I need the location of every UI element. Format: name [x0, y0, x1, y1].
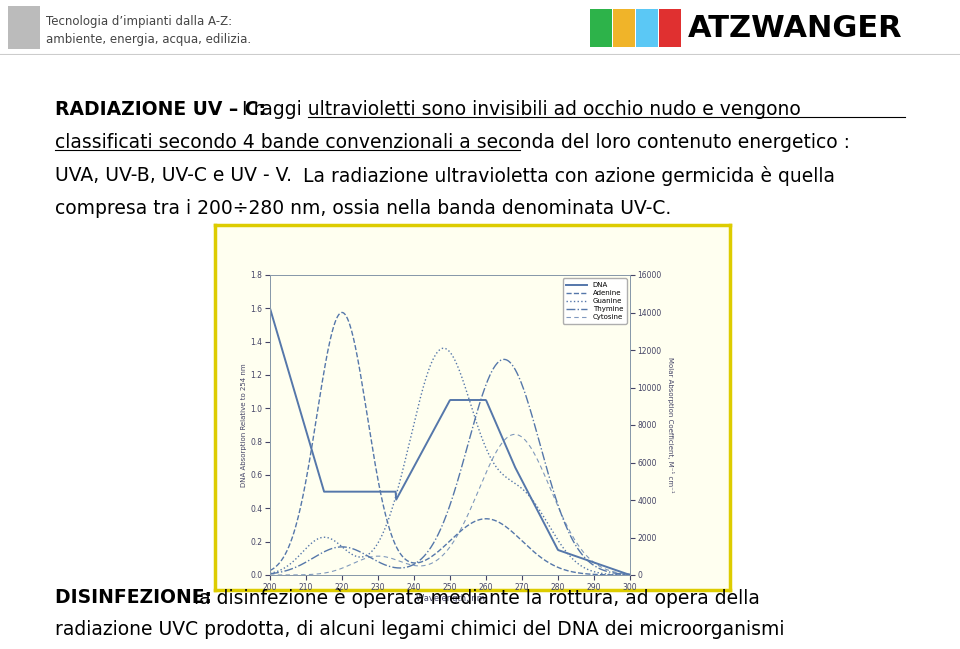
Guanine: [438, 345, 449, 352]
Guanine: [427, 356, 439, 363]
Text: compresa tra i 200÷280 nm, ossia nella banda denominata UV-C.: compresa tra i 200÷280 nm, ossia nella b…: [55, 199, 671, 218]
Y-axis label: Molar Absorption Coefficient, M⁻¹ cm⁻¹: Molar Absorption Coefficient, M⁻¹ cm⁻¹: [667, 357, 675, 493]
Adenine: [624, 571, 636, 579]
Y-axis label: DNA Absorption Relative to 254 nm: DNA Absorption Relative to 254 nm: [242, 363, 248, 487]
Cytosine: [509, 430, 520, 438]
X-axis label: Wavelength, nm: Wavelength, nm: [416, 594, 485, 604]
Thymine: [498, 356, 510, 363]
Adenine: [477, 515, 489, 523]
Text: ambiente, energia, acqua, edilizia.: ambiente, energia, acqua, edilizia.: [46, 33, 252, 46]
Line: Cytosine: Cytosine: [270, 434, 630, 575]
Guanine: [536, 509, 547, 517]
Thymine: [505, 360, 516, 367]
Guanine: [357, 553, 369, 561]
DNA: [427, 428, 439, 435]
Legend: DNA, Adenine, Guanine, Thymine, Cytosine: DNA, Adenine, Guanine, Thymine, Cytosine: [563, 278, 627, 324]
Bar: [590, 9, 612, 47]
Cytosine: [476, 478, 488, 485]
Cytosine: [536, 465, 547, 472]
Text: La radiazione ultravioletta con azione germicida è quella: La radiazione ultravioletta con azione g…: [302, 166, 834, 186]
Thymine: [536, 447, 547, 454]
Line: Thymine: Thymine: [270, 360, 630, 574]
Text: radiazione UVC prodotta, di alcuni legami chimici del DNA dei microorganismi: radiazione UVC prodotta, di alcuni legam…: [55, 620, 784, 639]
Text: UVA, UV-B, UV-C e UV - V.: UVA, UV-B, UV-C e UV - V.: [55, 166, 298, 185]
DNA: [357, 488, 369, 496]
Guanine: [505, 477, 516, 485]
Thymine: [264, 570, 276, 578]
Guanine: [477, 436, 489, 444]
Cytosine: [357, 556, 369, 563]
Cytosine: [264, 571, 276, 579]
Guanine: [624, 571, 636, 579]
Adenine: [357, 386, 369, 394]
Text: RADIAZIONE UV – C:: RADIAZIONE UV – C:: [55, 100, 273, 119]
DNA: [328, 488, 340, 496]
Text: la disinfezione è operata mediante la rottura, ad opera della: la disinfezione è operata mediante la ro…: [194, 588, 760, 608]
Guanine: [264, 569, 276, 577]
Cytosine: [427, 559, 439, 567]
Line: Adenine: Adenine: [270, 312, 630, 575]
Adenine: [505, 527, 516, 535]
Adenine: [536, 554, 547, 562]
DNA: [505, 452, 516, 460]
Text: DISINFEZIONE:: DISINFEZIONE:: [55, 588, 219, 607]
Bar: [8, 6, 40, 49]
Adenine: [336, 308, 348, 316]
Text: I raggi ultravioletti sono invisibili ad occhio nudo e vengono: I raggi ultravioletti sono invisibili ad…: [242, 100, 801, 119]
DNA: [536, 513, 547, 521]
Thymine: [624, 570, 636, 578]
Text: ATZWANGER: ATZWANGER: [688, 14, 902, 43]
Line: Guanine: Guanine: [270, 349, 630, 575]
Adenine: [264, 567, 276, 574]
Thymine: [476, 392, 488, 400]
Cytosine: [505, 432, 516, 439]
Bar: [636, 9, 658, 47]
DNA: [264, 304, 276, 312]
Text: classificati secondo 4 bande convenzionali a seconda del loro contenuto energeti: classificati secondo 4 bande convenziona…: [55, 133, 850, 152]
Text: Tecnologia d’impianti dalla A-Z:: Tecnologia d’impianti dalla A-Z:: [46, 15, 232, 28]
Cytosine: [328, 567, 340, 575]
Line: DNA: DNA: [270, 308, 630, 575]
Thymine: [357, 549, 369, 557]
Cytosine: [624, 570, 636, 578]
Bar: [613, 9, 635, 47]
DNA: [476, 396, 488, 404]
DNA: [624, 571, 636, 579]
Thymine: [328, 544, 340, 552]
Adenine: [328, 323, 340, 330]
Bar: [659, 9, 681, 47]
Adenine: [428, 552, 440, 559]
Guanine: [328, 537, 340, 545]
Thymine: [427, 540, 439, 548]
